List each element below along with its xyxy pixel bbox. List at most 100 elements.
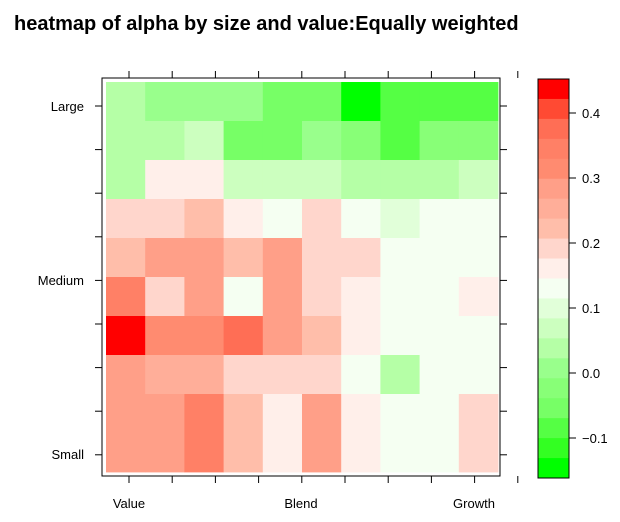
colorbar-segment: [538, 358, 569, 379]
heatmap-cell: [262, 238, 303, 278]
heatmap-cell: [145, 121, 185, 161]
heatmap-cell: [223, 433, 264, 473]
heatmap-cell: [458, 82, 499, 122]
heatmap-cell: [184, 199, 224, 239]
colorbar-segment: [538, 378, 569, 399]
heatmap-cell: [106, 433, 146, 473]
heatmap-cell: [262, 160, 303, 200]
colorbar-tick-label: 0.0: [582, 366, 600, 381]
heatmap-cell: [341, 394, 381, 434]
heatmap-cell: [145, 355, 185, 395]
colorbar-segment: [538, 198, 569, 220]
heatmap-cell: [458, 121, 499, 161]
heatmap-cell: [341, 277, 381, 317]
colorbar-frame: [537, 78, 570, 479]
colorbar-segment: [538, 338, 569, 359]
heatmap-cell: [458, 199, 499, 239]
colorbar-segment: [538, 98, 569, 120]
heatmap-cell: [106, 277, 146, 317]
heatmap-cell: [419, 394, 460, 434]
colorbar-segment: [538, 298, 569, 319]
heatmap-cell: [106, 121, 146, 161]
heatmap-cell: [341, 238, 381, 278]
colorbar-segment: [538, 258, 569, 279]
heatmap-cell: [458, 394, 499, 434]
colorbar-segment: [538, 178, 569, 200]
heatmap-cell: [380, 394, 420, 434]
heatmap-cell: [419, 316, 460, 356]
y-tick-label: Large: [51, 99, 84, 114]
heatmap-cell: [302, 121, 342, 161]
colorbar-tick-label: 0.1: [582, 301, 600, 316]
colorbar-segment: [538, 418, 569, 439]
heatmap-cell: [262, 121, 303, 161]
heatmap-cells: [106, 82, 499, 473]
heatmap-cell: [341, 199, 381, 239]
colorbar-tick-label: 0.4: [582, 106, 600, 121]
heatmap-cell: [341, 82, 381, 122]
heatmap-cell: [184, 160, 224, 200]
y-axis: Large Medium Small: [38, 99, 507, 462]
heatmap-cell: [380, 355, 420, 395]
heatmap-cell: [380, 433, 420, 473]
heatmap-cell: [184, 82, 224, 122]
heatmap-cell: [184, 355, 224, 395]
heatmap-cell: [262, 316, 303, 356]
heatmap-cell: [458, 277, 499, 317]
colorbar-legend: 0.4 0.3 0.2 0.1 0.0 −0.1: [537, 78, 608, 479]
heatmap-cell: [223, 199, 264, 239]
colorbar-segment: [538, 218, 569, 239]
heatmap-cell: [106, 394, 146, 434]
colorbar-segment: [538, 138, 569, 160]
heatmap-cell: [262, 433, 303, 473]
heatmap-cell: [302, 199, 342, 239]
heatmap-cell: [223, 316, 264, 356]
heatmap-cell: [419, 433, 460, 473]
colorbar-segment: [538, 79, 569, 100]
colorbar-segment: [538, 158, 569, 180]
heatmap-cell: [106, 199, 146, 239]
heatmap-cell: [380, 82, 420, 122]
heatmap-cell: [145, 238, 185, 278]
heatmap-cell: [302, 355, 342, 395]
heatmap-cell: [184, 277, 224, 317]
heatmap-cell: [106, 316, 146, 356]
heatmap-cell: [341, 355, 381, 395]
heatmap-cell: [302, 394, 342, 434]
colorbar-segment: [538, 118, 569, 140]
heatmap-cell: [223, 394, 264, 434]
heatmap-cell: [380, 160, 420, 200]
colorbar-segment: [538, 318, 569, 339]
heatmap-cell: [458, 316, 499, 356]
plot-area-frame: [101, 77, 501, 477]
heatmap-cell: [458, 355, 499, 395]
heatmap-cell: [223, 121, 264, 161]
heatmap-cell: [458, 238, 499, 278]
heatmap-cell: [341, 160, 381, 200]
heatmap-cell: [145, 160, 185, 200]
heatmap-cell: [380, 121, 420, 161]
heatmap-cell: [262, 355, 303, 395]
heatmap-cell: [106, 160, 146, 200]
heatmap-cell: [419, 355, 460, 395]
heatmap-cell: [223, 160, 264, 200]
heatmap-cell: [262, 199, 303, 239]
heatmap-cell: [302, 316, 342, 356]
colorbar-segment: [538, 278, 569, 299]
heatmap-cell: [302, 238, 342, 278]
heatmap-cell: [145, 82, 185, 122]
heatmap-cell: [419, 238, 460, 278]
heatmap-cell: [145, 199, 185, 239]
colorbar-tick-label: 0.2: [582, 236, 600, 251]
colorbar-tick-label: 0.3: [582, 171, 600, 186]
heatmap-cell: [419, 160, 460, 200]
heatmap-cell: [419, 277, 460, 317]
heatmap-cell: [145, 394, 185, 434]
heatmap-cell: [184, 394, 224, 434]
chart-title: heatmap of alpha by size and value:Equal…: [14, 13, 519, 35]
heatmap-cell: [380, 277, 420, 317]
heatmap-cell: [341, 433, 381, 473]
heatmap-cell: [106, 355, 146, 395]
x-tick-label: Growth: [453, 496, 495, 511]
